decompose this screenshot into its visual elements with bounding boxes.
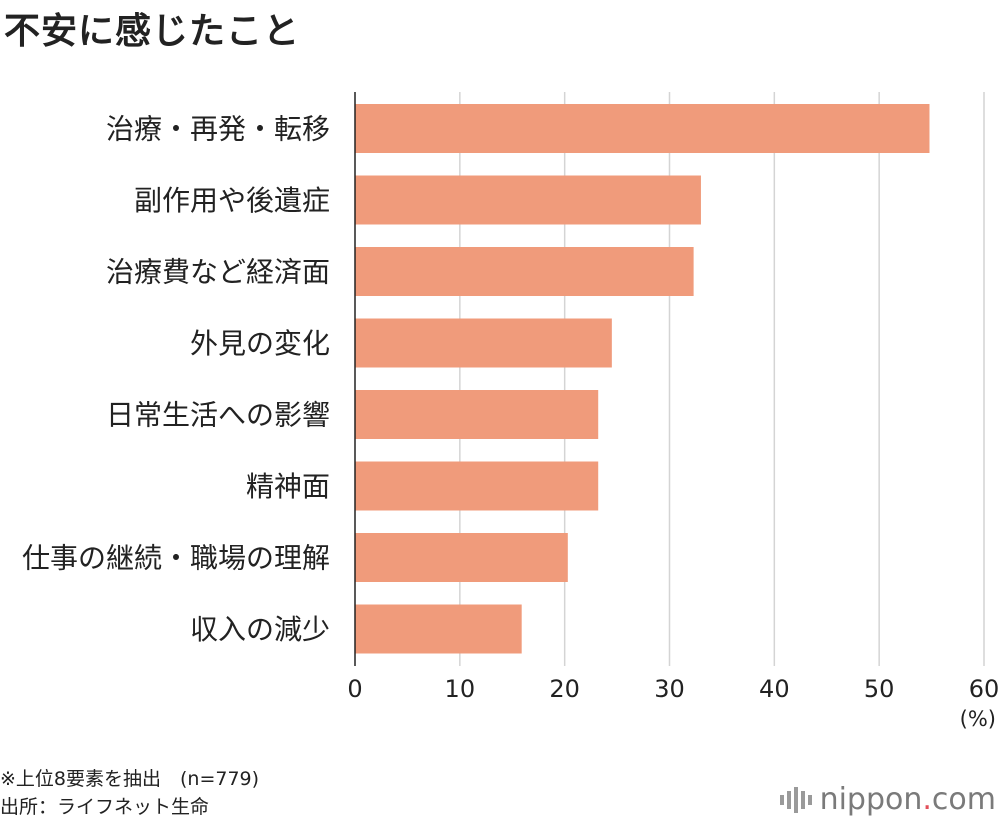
source-note: 出所：ライフネット生命 xyxy=(0,796,210,818)
x-tick-label: 20 xyxy=(549,675,580,703)
x-tick-label: 0 xyxy=(347,675,362,703)
logo-tld: com xyxy=(931,782,996,817)
bar xyxy=(355,318,612,368)
bar xyxy=(355,390,599,439)
category-label: 治療・再発・転移 xyxy=(106,113,330,146)
bar xyxy=(355,604,522,654)
bar-chart: 治療・再発・転移副作用や後遺症治療費など経済面外見の変化日常生活への影響精神面仕… xyxy=(22,92,1000,731)
bar xyxy=(355,175,701,225)
category-label: 精神面 xyxy=(246,470,330,503)
bar xyxy=(355,104,930,153)
logo-bars-icon xyxy=(779,786,812,813)
sample-note: ※上位8要素を抽出 (n=779) xyxy=(0,768,260,790)
x-tick-label: 40 xyxy=(759,675,790,703)
category-label: 副作用や後遺症 xyxy=(134,184,330,217)
x-unit-label: (%) xyxy=(960,707,996,731)
logo-dot: . xyxy=(922,782,932,817)
nippon-logo: nippon. com xyxy=(779,782,996,817)
chart-title: 不安に感じたこと xyxy=(4,11,301,52)
x-tick-label: 50 xyxy=(864,675,895,703)
x-tick-label: 30 xyxy=(654,675,685,703)
logo-text: nippon xyxy=(819,782,923,817)
x-tick-label: 60 xyxy=(969,675,1000,703)
category-label: 日常生活への影響 xyxy=(106,399,330,432)
bar xyxy=(355,533,568,582)
category-label: 治療費など経済面 xyxy=(106,256,330,289)
bar xyxy=(355,461,599,511)
category-label: 仕事の継続・職場の理解 xyxy=(22,542,330,575)
bar xyxy=(355,247,694,296)
category-label: 収入の減少 xyxy=(190,613,330,646)
x-tick-label: 10 xyxy=(445,675,476,703)
category-label: 外見の変化 xyxy=(190,327,330,360)
